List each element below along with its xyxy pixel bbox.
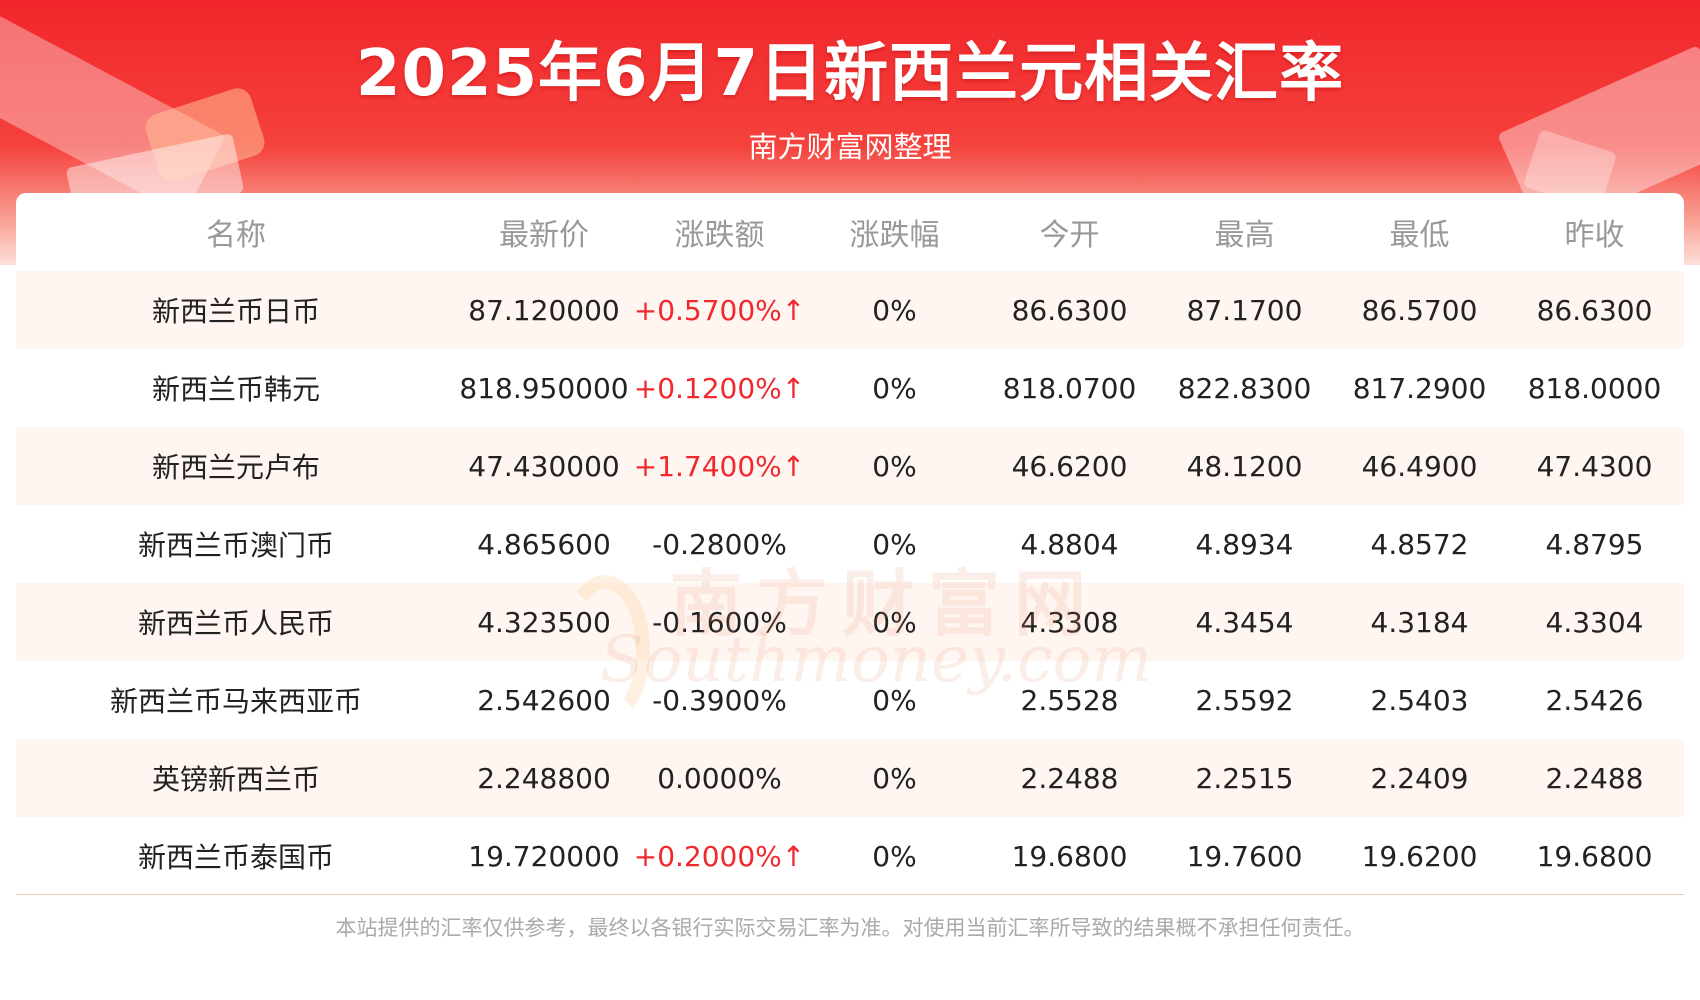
cell-prev-close: 4.3304 bbox=[1545, 605, 1644, 639]
cell-change-rate: 0% bbox=[872, 449, 917, 483]
cell-prev-close: 47.4300 bbox=[1536, 449, 1653, 483]
cell-change: -0.3900% bbox=[652, 683, 787, 717]
table-row: 新西兰元卢布 47.430000 +1.7400%↑ 0% 46.6200 48.1200… bbox=[16, 427, 1684, 505]
rate-table: 名称 最新价 涨跌额 涨跌幅 今开 最高 最低 昨收 新西兰币日币 87.1200… bbox=[16, 193, 1684, 895]
table-row: 新西兰币泰国币 19.720000 +0.2000%↑ 0% 19.6800 19.760… bbox=[16, 817, 1684, 895]
table-row: 英镑新西兰币 2.248800 0.0000% 0% 2.2488 2.2515 2.240… bbox=[16, 739, 1684, 817]
cell-change: -0.2800% bbox=[652, 527, 787, 561]
column-header-prev-close: 昨收 bbox=[1564, 218, 1625, 253]
column-header-latest: 最新价 bbox=[499, 218, 589, 253]
cell-latest: 47.430000 bbox=[468, 449, 620, 483]
table-body: 新西兰币日币 87.120000 +0.5700%↑ 0% 86.6300 87.1700… bbox=[16, 271, 1684, 895]
cell-prev-close: 4.8795 bbox=[1545, 527, 1644, 561]
cell-open: 2.2488 bbox=[1020, 761, 1119, 795]
cell-prev-close: 2.2488 bbox=[1545, 761, 1644, 795]
cell-open: 19.6800 bbox=[1011, 839, 1128, 873]
cell-open: 4.8804 bbox=[1020, 527, 1119, 561]
table-row: 新西兰币韩元 818.950000 +0.1200%↑ 0% 818.0700 822.8… bbox=[16, 349, 1684, 427]
cell-name: 新西兰币澳门币 bbox=[137, 529, 334, 562]
cell-prev-close: 86.6300 bbox=[1536, 293, 1653, 327]
cell-low: 4.3184 bbox=[1370, 605, 1469, 639]
cell-low: 4.8572 bbox=[1370, 527, 1469, 561]
cell-open: 818.0700 bbox=[1002, 371, 1137, 405]
cell-latest: 4.323500 bbox=[477, 605, 611, 639]
cell-change: 0.0000% bbox=[657, 761, 782, 795]
table-header-row: 名称 最新价 涨跌额 涨跌幅 今开 最高 最低 昨收 bbox=[16, 193, 1684, 271]
table-row: 新西兰币人民币 4.323500 -0.1600% 0% 4.3308 4.3454 4.3… bbox=[16, 583, 1684, 661]
column-header-change: 涨跌额 bbox=[674, 218, 765, 253]
disclaimer: 本站提供的汇率仅供参考，最终以各银行实际交易汇率为准。对使用当前汇率所导致的结果… bbox=[335, 916, 1365, 940]
table-row: 新西兰币马来西亚币 2.542600 -0.3900% 0% 2.5528 2.5592 2… bbox=[16, 661, 1684, 739]
cell-open: 46.6200 bbox=[1011, 449, 1128, 483]
column-header-change-rate: 涨跌幅 bbox=[849, 218, 940, 253]
cell-name: 新西兰币日币 bbox=[151, 295, 320, 328]
cell-latest: 19.720000 bbox=[468, 839, 620, 873]
cell-change-rate: 0% bbox=[872, 605, 917, 639]
cell-latest: 818.950000 bbox=[459, 371, 629, 405]
cell-low: 86.5700 bbox=[1361, 293, 1478, 327]
column-header-name: 名称 bbox=[206, 218, 266, 253]
cell-prev-close: 19.6800 bbox=[1536, 839, 1653, 873]
cell-prev-close: 818.0000 bbox=[1527, 371, 1662, 405]
table-row: 新西兰币澳门币 4.865600 -0.2800% 0% 4.8804 4.8934 4.8… bbox=[16, 505, 1684, 583]
cell-change: -0.1600% bbox=[652, 605, 787, 639]
cell-open: 86.6300 bbox=[1011, 293, 1128, 327]
cell-change-rate: 0% bbox=[872, 761, 917, 795]
cell-name: 新西兰币泰国币 bbox=[137, 841, 334, 874]
cell-name: 新西兰元卢布 bbox=[151, 451, 320, 484]
cell-low: 19.6200 bbox=[1361, 839, 1478, 873]
cell-change-rate: 0% bbox=[872, 527, 917, 561]
cell-high: 2.2515 bbox=[1195, 761, 1294, 795]
cell-change-rate: 0% bbox=[872, 683, 917, 717]
cell-prev-close: 2.5426 bbox=[1545, 683, 1644, 717]
cell-high: 48.1200 bbox=[1186, 449, 1303, 483]
page-subtitle: 南方财富网整理 bbox=[748, 130, 952, 164]
table-row: 新西兰币日币 87.120000 +0.5700%↑ 0% 86.6300 87.1700… bbox=[16, 271, 1684, 349]
cell-high: 19.7600 bbox=[1186, 839, 1303, 873]
cell-change-rate: 0% bbox=[872, 293, 917, 327]
cell-name: 新西兰币韩元 bbox=[151, 373, 320, 406]
cell-latest: 4.865600 bbox=[477, 527, 611, 561]
cell-low: 817.2900 bbox=[1352, 371, 1487, 405]
cell-high: 822.8300 bbox=[1177, 371, 1312, 405]
cell-latest: 2.542600 bbox=[477, 683, 611, 717]
cell-open: 2.5528 bbox=[1020, 683, 1119, 717]
cell-low: 46.4900 bbox=[1361, 449, 1478, 483]
cell-change-rate: 0% bbox=[872, 371, 917, 405]
cell-change: +0.5700%↑ bbox=[633, 293, 806, 327]
cell-change-rate: 0% bbox=[872, 839, 917, 873]
cell-change: +0.2000%↑ bbox=[633, 839, 806, 873]
cell-latest: 2.248800 bbox=[477, 761, 611, 795]
cell-latest: 87.120000 bbox=[468, 293, 620, 327]
cell-low: 2.5403 bbox=[1370, 683, 1469, 717]
column-header-low: 最低 bbox=[1389, 218, 1450, 253]
cell-high: 4.3454 bbox=[1195, 605, 1294, 639]
cell-open: 4.3308 bbox=[1020, 605, 1119, 639]
cell-name: 新西兰币马来西亚币 bbox=[109, 685, 362, 718]
cell-high: 2.5592 bbox=[1195, 683, 1294, 717]
cell-name: 英镑新西兰币 bbox=[151, 763, 320, 796]
cell-change: +1.7400%↑ bbox=[633, 449, 806, 483]
cell-change: +0.1200%↑ bbox=[633, 371, 806, 405]
cell-low: 2.2409 bbox=[1370, 761, 1469, 795]
cell-name: 新西兰币人民币 bbox=[137, 607, 334, 640]
column-header-open: 今开 bbox=[1039, 218, 1100, 253]
cell-high: 4.8934 bbox=[1195, 527, 1294, 561]
column-header-high: 最高 bbox=[1214, 218, 1275, 253]
cell-high: 87.1700 bbox=[1186, 293, 1303, 327]
page-title: 2025年6月7日新西兰元相关汇率 bbox=[355, 37, 1345, 111]
